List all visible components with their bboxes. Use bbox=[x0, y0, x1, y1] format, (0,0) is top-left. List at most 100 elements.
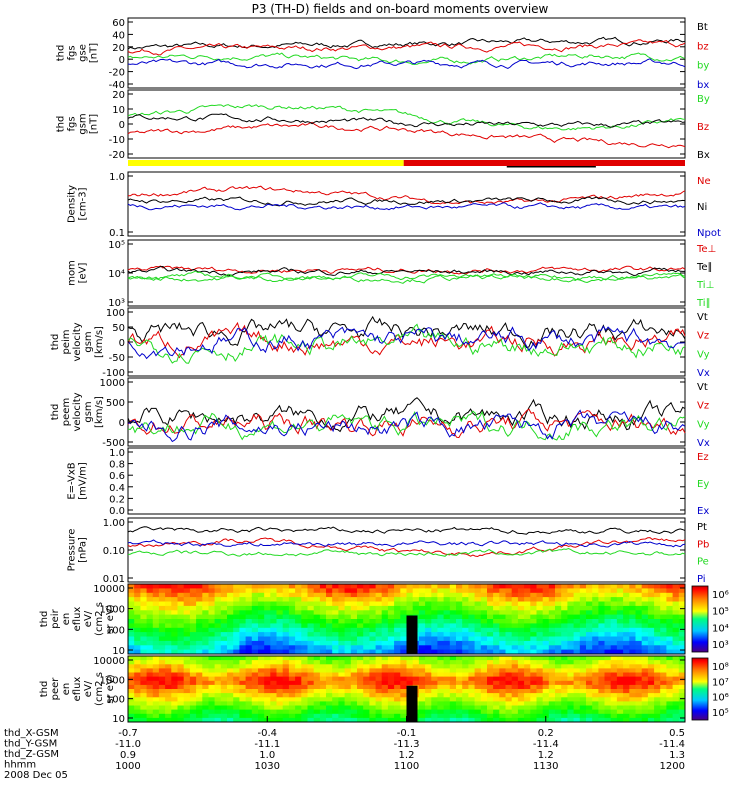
panel-9-cell bbox=[437, 705, 445, 711]
panel-9-cell bbox=[338, 693, 346, 698]
panel-9-cell bbox=[573, 680, 581, 686]
panel-8-cell bbox=[233, 636, 240, 642]
panel-9-cell bbox=[623, 705, 630, 711]
panel-8-cell bbox=[270, 627, 277, 633]
panel-9-cell bbox=[295, 668, 302, 673]
panel-9-cell bbox=[493, 664, 500, 669]
panel-9-cell bbox=[251, 709, 259, 715]
panel-0-ylabel-line: [nT] bbox=[89, 43, 100, 63]
panel-8-cell bbox=[548, 584, 556, 589]
panel-9-cell bbox=[400, 709, 407, 715]
panel-9-cell bbox=[474, 668, 482, 673]
panel-9-cell bbox=[561, 672, 568, 678]
panel-8-cell bbox=[208, 627, 216, 633]
panel-6-legend-Ey: Ey bbox=[697, 479, 709, 490]
panel-9-cell bbox=[449, 676, 457, 682]
panel-9-cell bbox=[239, 656, 247, 661]
panel-9-cell bbox=[326, 701, 333, 706]
panel-9-cell bbox=[480, 680, 488, 686]
panel-8-ytick: 1000 bbox=[100, 605, 125, 616]
panel-8-cell bbox=[357, 597, 364, 602]
panel-9-cell bbox=[654, 701, 661, 706]
panel-5-series-Vt bbox=[127, 397, 686, 433]
panel-8-cell bbox=[443, 588, 451, 594]
panel-0-ylabel-line: fgs bbox=[67, 45, 78, 60]
panel-9-cell bbox=[171, 713, 178, 719]
panel-8-cell bbox=[270, 605, 277, 611]
panel-9-cell bbox=[165, 684, 172, 690]
panel-9-cell bbox=[363, 672, 370, 678]
panel-8-cell bbox=[511, 584, 519, 589]
panel-3-ylabel: mom[eV] bbox=[67, 260, 89, 286]
panel-1-ytick: 10 bbox=[112, 105, 125, 116]
panel-9-cell bbox=[363, 705, 370, 711]
panel-9-cell bbox=[338, 668, 346, 673]
panel-8-cell bbox=[474, 636, 482, 642]
panel-8-cell bbox=[326, 619, 333, 624]
panel-9-cell bbox=[604, 697, 612, 702]
panel-8-cell bbox=[555, 592, 562, 598]
panel-8-cell bbox=[400, 649, 407, 655]
time-tick-x: -0.4 bbox=[257, 728, 277, 739]
panel-9-cell bbox=[214, 709, 222, 715]
panel-1-ylabel-line: fgs bbox=[67, 116, 78, 131]
panel-8-cell bbox=[251, 636, 259, 642]
panel-8-cell bbox=[623, 605, 630, 611]
panel-9-cell bbox=[295, 684, 302, 690]
panel-8-cell bbox=[406, 601, 414, 607]
panel-9-cell bbox=[338, 684, 346, 690]
panel-8-cell bbox=[189, 619, 197, 624]
panel-8-cell bbox=[295, 614, 302, 620]
panel-9-cell bbox=[604, 713, 612, 719]
panel-9-cell bbox=[251, 672, 259, 678]
panel-8-cell bbox=[270, 636, 277, 642]
panel-9-cell bbox=[288, 705, 296, 711]
panel-9-cell bbox=[208, 656, 216, 661]
panel-8-cell bbox=[128, 645, 135, 651]
panel-8-cell bbox=[573, 640, 581, 646]
panel-8-cell bbox=[313, 597, 321, 602]
panel-8-cell bbox=[363, 584, 370, 589]
panel-9-cell bbox=[171, 684, 178, 690]
panel-8-cell bbox=[487, 610, 494, 616]
panel-9-cell bbox=[536, 705, 544, 711]
panel-9-cell bbox=[592, 713, 599, 719]
panel-8-cell bbox=[258, 610, 265, 616]
mode-bar-marker bbox=[506, 166, 596, 168]
panel-9-cell bbox=[264, 693, 271, 698]
panel-9-cell bbox=[499, 709, 506, 715]
panel-9-cell bbox=[183, 713, 191, 719]
panel-8-cell bbox=[517, 597, 525, 602]
panel-8-cell bbox=[647, 584, 655, 589]
panel-8-cell bbox=[536, 649, 544, 655]
panel-9-cell bbox=[425, 660, 432, 665]
panel-9-cell bbox=[288, 701, 296, 706]
panel-9-cell bbox=[561, 668, 568, 673]
panel-8-cell bbox=[357, 632, 364, 637]
panel-8-cell bbox=[344, 619, 352, 624]
panel-8-cell bbox=[381, 619, 389, 624]
panel-8-cell bbox=[251, 645, 259, 651]
panel-9-cell bbox=[158, 705, 166, 711]
panel-9-cell bbox=[295, 656, 302, 661]
panel-8-cell bbox=[301, 597, 308, 602]
panel-8-cell bbox=[586, 645, 593, 651]
panel-9-cell bbox=[456, 713, 463, 719]
panel-9-cell bbox=[152, 664, 160, 669]
panel-9-cell bbox=[610, 680, 618, 686]
panel-9-cell bbox=[295, 676, 302, 682]
panel-8-cell bbox=[344, 610, 352, 616]
panel-8-cell bbox=[245, 597, 253, 602]
panel-8-cell bbox=[394, 619, 401, 624]
panel-9-cell bbox=[220, 660, 228, 665]
panel-8-cell bbox=[189, 610, 197, 616]
panel-8-cell bbox=[555, 601, 562, 607]
panel-9-cell bbox=[462, 713, 469, 719]
panel-1-legend-By: By bbox=[697, 94, 710, 105]
panel-9-cell bbox=[288, 689, 296, 694]
panel-7-series-Pb bbox=[127, 537, 686, 558]
panel-9-cell bbox=[579, 697, 587, 702]
panel-8-cell bbox=[332, 636, 339, 642]
panel-5-series-Vx bbox=[127, 409, 686, 443]
panel-9-cell bbox=[487, 668, 494, 673]
